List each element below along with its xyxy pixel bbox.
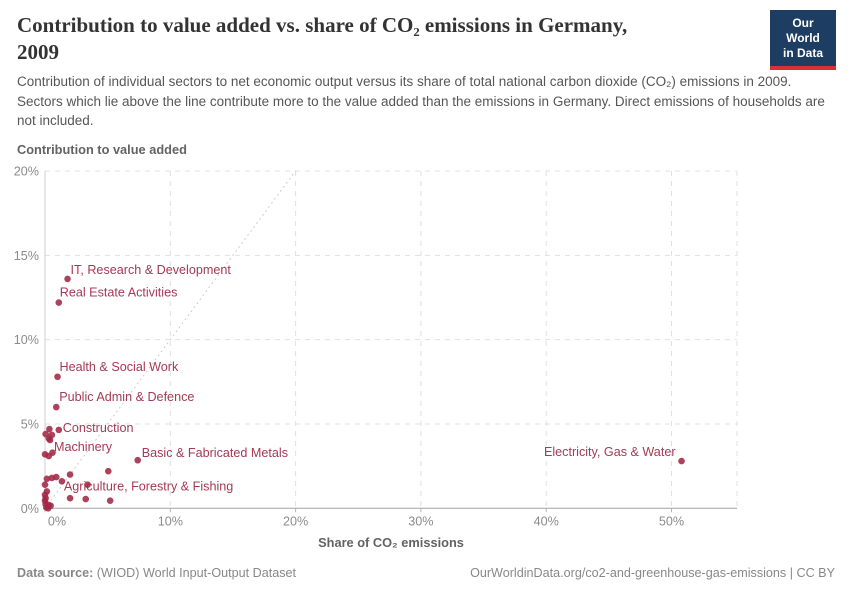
data-point[interactable] (54, 373, 61, 381)
data-point[interactable] (66, 471, 74, 478)
data-point[interactable] (41, 481, 49, 488)
sector-label: IT, Research & Development (71, 263, 232, 277)
x-tick-label: 50% (659, 514, 684, 528)
page-title-line1: Contribution to value added vs. share of… (17, 13, 628, 37)
data-source: Data source: (WIOD) World Input-Output D… (17, 566, 296, 580)
page-title: Contribution to value added vs. share of… (17, 12, 757, 67)
y-tick-label: 5% (21, 417, 39, 431)
data-point[interactable] (58, 478, 66, 485)
equality-line (44, 170, 297, 509)
y-tick-label: 20% (14, 165, 39, 179)
data-point[interactable] (43, 475, 51, 483)
sector-label: Construction (63, 421, 134, 435)
data-point[interactable] (55, 299, 63, 306)
data-point[interactable] (46, 425, 53, 433)
sector-label: Health & Social Work (60, 360, 179, 374)
owid-logo-text-line2: in Data (782, 46, 823, 60)
data-point[interactable] (52, 473, 60, 481)
data-source-label: Data source: (17, 566, 94, 580)
data-point[interactable] (52, 403, 60, 411)
data-point[interactable] (84, 481, 91, 488)
data-point[interactable] (55, 426, 63, 434)
data-point[interactable] (45, 435, 53, 442)
y-tick-label: 15% (14, 249, 39, 263)
data-point[interactable] (82, 495, 90, 503)
data-point[interactable] (44, 505, 52, 512)
data-point[interactable] (104, 467, 112, 475)
data-point[interactable] (106, 497, 114, 505)
data-point[interactable] (49, 449, 56, 456)
y-axis-title: Contribution to value added (17, 142, 187, 157)
page-title-line2: 2009 (17, 40, 59, 65)
x-tick-label: 0% (48, 514, 66, 528)
data-point[interactable] (66, 494, 74, 502)
y-tick-label: 0% (21, 502, 39, 516)
data-point[interactable] (64, 275, 71, 283)
sector-label: Machinery (54, 440, 113, 454)
x-tick-label: 20% (283, 514, 308, 528)
x-axis-title: Share of CO₂ emissions (318, 535, 464, 550)
owid-logo[interactable]: Our World in Data (770, 10, 836, 70)
sector-label: Basic & Fabricated Metals (142, 446, 288, 460)
data-point[interactable] (678, 457, 685, 465)
chart-subtitle: Contribution of individual sectors to ne… (17, 74, 825, 129)
y-tick-label: 10% (14, 333, 39, 347)
owid-logo-text-line1: Our World (786, 16, 820, 45)
sector-label: Public Admin & Defence (59, 390, 194, 404)
sector-label: Agriculture, Forestry & Fishing (64, 479, 233, 493)
x-tick-label: 40% (534, 514, 559, 528)
data-point[interactable] (134, 456, 142, 464)
data-source-value: (WIOD) World Input-Output Dataset (96, 566, 297, 580)
chart-footer: Data source: (WIOD) World Input-Output D… (17, 566, 835, 580)
sector-label: Real Estate Activities (60, 286, 178, 300)
x-tick-label: 10% (158, 514, 183, 528)
sector-label: Electricity, Gas & Water (544, 445, 676, 459)
license-link[interactable]: OurWorldinData.org/co2-and-greenhouse-ga… (470, 566, 835, 580)
x-tick-label: 30% (408, 514, 433, 528)
